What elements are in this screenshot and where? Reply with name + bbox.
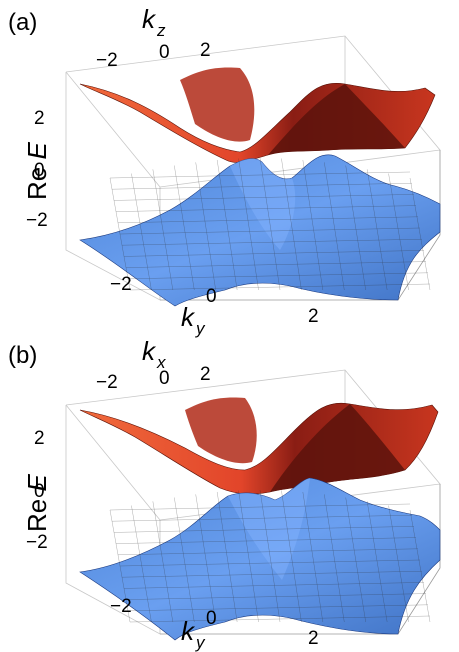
panel-a-vertical-tick-2: 0 — [34, 160, 45, 181]
panel-a-label: (a) — [8, 9, 37, 36]
panel-a-vertical-axis-re: Re — [22, 167, 52, 200]
panel-a: (a) k z −2 0 2 Re E 2 0 −2 −2 0 2 k y — [8, 4, 441, 338]
panel-a-top-tick-2: 0 — [159, 42, 170, 63]
panel-b-lower-surface-body — [79, 477, 441, 641]
panel-b-vertical-tick-1: 2 — [34, 428, 45, 449]
panel-a-upper-surface — [79, 67, 436, 163]
panel-b-top-axis: k x −2 0 2 — [96, 336, 211, 393]
panel-a-bottom-axis-symbol: k — [181, 302, 196, 332]
panel-a-vertical-axis: Re E 2 0 −2 — [22, 108, 52, 231]
panel-b-top-axis-subscript: x — [156, 353, 166, 372]
panel-b-vertical-axis-symbol: E — [22, 474, 52, 492]
panel-b-upper-surface-ridge — [185, 397, 257, 464]
panel-a-top-axis-symbol: k — [142, 4, 157, 34]
panel-a-lower-surface-highlight — [230, 158, 296, 250]
panel-a-vertical-axis-symbol: E — [22, 142, 52, 160]
panel-b-upper-surface-shadow — [270, 404, 405, 492]
panel-b-lower-surface-highlight — [228, 478, 310, 580]
panel-b-bottom-tick-2: 0 — [206, 608, 217, 629]
panel-a-bottom-axis-subscript: y — [195, 319, 206, 338]
panel-a-bottom-tick-1: −2 — [110, 274, 132, 295]
panel-b-top-tick-1: −2 — [96, 372, 118, 393]
panel-a-vertical-tick-1: 2 — [34, 108, 45, 129]
panel-a-top-axis: k z −2 0 2 — [96, 4, 211, 71]
panel-b-vertical-axis-re: Re — [22, 499, 52, 532]
panel-a-top-axis-subscript: z — [156, 21, 166, 40]
panel-b-vertical-tick-3: −2 — [26, 532, 48, 553]
panel-a-bottom-tick-3: 2 — [308, 306, 319, 327]
panel-a-bottom-axis: −2 0 2 k y — [110, 274, 319, 338]
panel-a-bottom-tick-2: 0 — [206, 286, 217, 307]
panel-b-top-tick-3: 2 — [200, 364, 211, 385]
panel-a-top-tick-3: 2 — [200, 40, 211, 61]
panel-a-vertical-tick-3: −2 — [26, 210, 48, 231]
panel-a-upper-surface-ridge — [180, 67, 255, 142]
panel-b-lower-surface — [79, 477, 441, 641]
panel-b-vertical-tick-2: 0 — [34, 481, 45, 502]
panel-b-vertical-axis: Re E 2 0 −2 — [22, 428, 52, 553]
panel-b: (b) k x −2 0 2 Re E 2 0 −2 −2 0 2 k y — [8, 336, 441, 652]
panel-a-upper-surface-shadow — [268, 84, 405, 155]
panel-b-bottom-axis-symbol: k — [181, 616, 196, 646]
panel-b-label: (b) — [8, 342, 37, 369]
panel-b-bottom-axis: −2 0 2 k y — [110, 596, 319, 652]
panel-b-top-axis-symbol: k — [142, 336, 157, 366]
panel-b-vertical-axis-label: Re E — [22, 474, 52, 532]
panel-b-bottom-tick-1: −2 — [110, 596, 132, 617]
panel-a-vertical-axis-label: Re E — [22, 142, 52, 200]
panel-b-grid — [109, 489, 431, 623]
panel-a-grid — [109, 157, 431, 291]
panel-b-top-tick-2: 0 — [159, 368, 170, 389]
panel-b-upper-surface — [79, 397, 439, 495]
panel-a-top-tick-1: −2 — [96, 50, 118, 71]
panel-b-bottom-tick-3: 2 — [308, 628, 319, 649]
panel-b-bottom-axis-subscript: y — [195, 633, 206, 652]
